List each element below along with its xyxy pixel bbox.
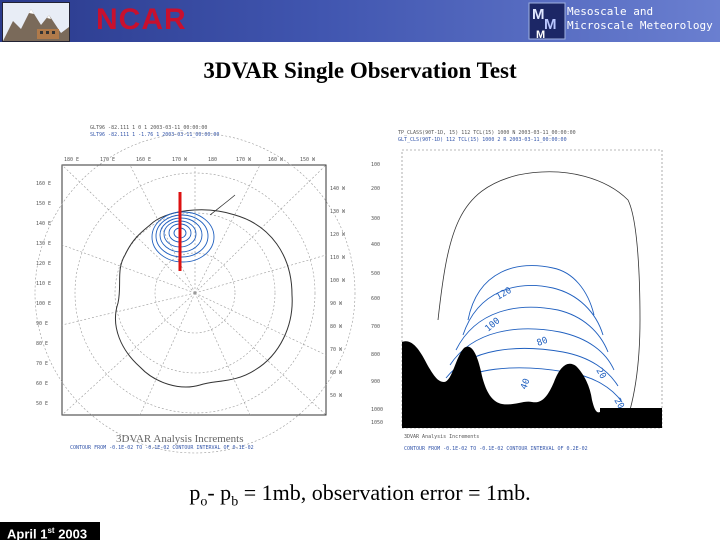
left-plot-title: 3DVAR Analysis Increments bbox=[116, 433, 244, 445]
division-name: Mesoscale and Microscale Meteorology bbox=[567, 5, 713, 33]
plot-header-line: SLT96 -82.111 1 -1.76 1 2003-03-11_00:00… bbox=[90, 132, 219, 138]
cross-section-plot: TP_CLASS(90T-1D, 15) 112 TCL(15) 1000 N … bbox=[368, 120, 690, 455]
contour-label: 40 bbox=[519, 377, 532, 391]
lon-label: 60 W bbox=[330, 370, 343, 376]
antarctica-coastline bbox=[114, 209, 293, 388]
lon-label: 120 E bbox=[36, 261, 51, 267]
lon-label: 50 W bbox=[330, 393, 343, 399]
svg-text:M: M bbox=[532, 6, 545, 23]
slide-title: 3DVAR Single Observation Test bbox=[203, 58, 517, 83]
contour-label: 20 bbox=[611, 397, 625, 411]
plot-header-line: GLT_CLS(90T-1D) 112 TCL(15) 1000 2 R 200… bbox=[398, 137, 567, 143]
date-year: 2003 bbox=[54, 526, 88, 542]
lon-label: 100 W bbox=[330, 278, 346, 284]
division-line-2: Microscale Meteorology bbox=[567, 19, 713, 32]
lon-label: 160 W bbox=[268, 157, 284, 163]
caption-rest: = 1mb, observation error = 1mb. bbox=[238, 480, 531, 505]
org-name: NCAR bbox=[96, 3, 187, 36]
pressure-label: 600 bbox=[371, 296, 380, 302]
lon-label: 110 W bbox=[330, 255, 346, 261]
plot-header-line: TP_CLASS(90T-1D, 15) 112 TCL(15) 1000 N … bbox=[398, 130, 576, 136]
lon-label: 170 W bbox=[236, 157, 252, 163]
top-longitude-labels: 180 E 170 E 160 E 170 W 180 170 W 160 W … bbox=[64, 157, 316, 163]
contour-label: 80 bbox=[536, 336, 550, 349]
lon-label: 140 E bbox=[36, 221, 51, 227]
slide-caption: po- pb = 1mb, observation error = 1mb. bbox=[0, 480, 720, 510]
pressure-label: 700 bbox=[371, 324, 380, 330]
plot-footer-text: CONTOUR FROM -0.1E-02 TO -0.1E-02 CONTOU… bbox=[70, 445, 254, 451]
caption-mid: - p bbox=[207, 480, 232, 505]
caption-p: p bbox=[189, 480, 201, 505]
pressure-label: 900 bbox=[371, 379, 380, 385]
lon-label: 170 E bbox=[100, 157, 115, 163]
lon-label: 150 E bbox=[36, 201, 51, 207]
lon-label: 50 E bbox=[36, 401, 48, 407]
lon-label: 60 E bbox=[36, 381, 48, 387]
pressure-label: 300 bbox=[371, 216, 380, 222]
pressure-label: 400 bbox=[371, 242, 380, 248]
lon-label: 70 W bbox=[330, 347, 343, 353]
lon-label: 90 E bbox=[36, 321, 48, 327]
pressure-label: 1050 bbox=[371, 420, 383, 426]
svg-text:M: M bbox=[536, 29, 545, 40]
footer-date: April 1st 2003 bbox=[0, 522, 100, 542]
lon-label: 90 W bbox=[330, 301, 343, 307]
contour-label: 20 bbox=[593, 367, 607, 381]
lon-label: 70 E bbox=[36, 361, 48, 367]
plot-footer-text: CONTOUR FROM -0.1E-02 TO -0.1E-02 CONTOU… bbox=[404, 446, 588, 452]
pressure-label: 1000 bbox=[371, 407, 383, 413]
lon-label: 180 bbox=[208, 157, 217, 163]
pressure-label: 200 bbox=[371, 186, 380, 192]
caption-sub-b: b bbox=[231, 494, 239, 510]
svg-text:M: M bbox=[544, 16, 557, 33]
division-line-1: Mesoscale and bbox=[567, 5, 654, 18]
mmm-logo: M M M bbox=[528, 2, 566, 41]
plot-header-line: GLT96 -82.111 1 0 1 2003-03-11_00:00:00 bbox=[90, 125, 207, 131]
plot-frame bbox=[61, 164, 327, 416]
lon-label: 130 E bbox=[36, 241, 51, 247]
right-longitude-labels: 140 W 130 W 120 W 110 W 100 W 90 W 80 W … bbox=[330, 186, 346, 399]
date-prefix: April 1 bbox=[7, 526, 48, 542]
lon-label: 100 E bbox=[36, 301, 51, 307]
lon-label: 120 W bbox=[330, 232, 346, 238]
mountain-logo bbox=[2, 2, 70, 42]
lon-label: 150 W bbox=[300, 157, 316, 163]
pressure-label: 100 bbox=[371, 162, 380, 168]
pressure-label: 500 bbox=[371, 271, 380, 277]
lon-label: 110 E bbox=[36, 281, 51, 287]
peninsula-coastline bbox=[209, 194, 236, 216]
lon-label: 140 W bbox=[330, 186, 346, 192]
date-suffix: st bbox=[47, 526, 55, 535]
lon-label: 180 E bbox=[64, 157, 79, 163]
lon-label: 160 E bbox=[36, 181, 51, 187]
right-plot-title: 3DVAR Analysis Increments bbox=[404, 434, 479, 440]
lon-label: 130 W bbox=[330, 209, 346, 215]
outer-contour bbox=[437, 171, 641, 411]
left-longitude-labels: 160 E 150 E 140 E 130 E 120 E 110 E 100 … bbox=[36, 181, 51, 407]
lon-label: 170 W bbox=[172, 157, 188, 163]
lon-label: 160 E bbox=[136, 157, 151, 163]
lon-label: 80 W bbox=[330, 324, 343, 330]
polar-increment-plot: GLT96 -82.111 1 0 1 2003-03-11_00:00:00 … bbox=[30, 115, 368, 455]
lon-label: 80 E bbox=[36, 341, 48, 347]
caption-sub-o: o bbox=[200, 494, 208, 510]
pressure-label: 800 bbox=[371, 352, 380, 358]
terrain-profile bbox=[402, 341, 662, 428]
pressure-axis: 100 200 300 400 500 600 700 800 900 1000… bbox=[371, 162, 383, 426]
header-banner: NCAR M M M Mesoscale and Microscale Mete… bbox=[0, 0, 720, 42]
